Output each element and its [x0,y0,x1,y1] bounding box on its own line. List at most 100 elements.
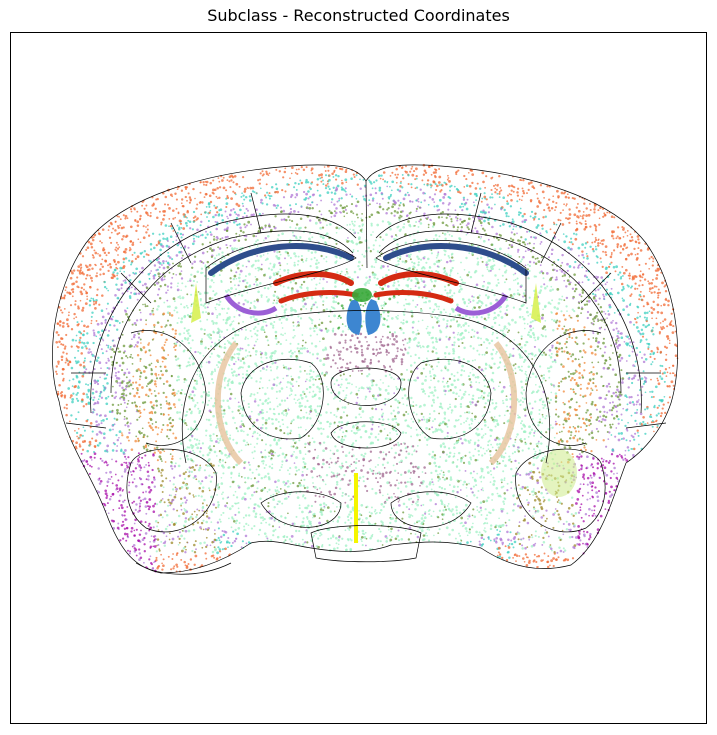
cell-point [544,353,548,356]
cell-point [543,404,547,407]
cell-point [357,370,360,372]
cell-point [63,308,66,310]
cell-point [155,559,158,562]
cell-point [499,187,502,189]
cell-point [370,469,374,473]
cell-point [357,260,361,264]
cell-point [449,476,453,479]
cell-point [180,503,183,506]
cell-point [542,308,544,311]
cell-point [395,421,398,424]
cell-point [145,253,148,256]
cell-point [171,276,174,279]
cell-point [305,411,308,414]
cell-point [214,213,217,217]
cell-point [171,227,174,230]
cell-point [336,449,339,452]
cell-point [85,460,89,463]
cell-point [427,257,430,261]
cell-point [244,460,247,464]
cell-point [469,403,472,406]
cell-point [68,379,71,382]
cell-point [295,380,298,383]
cell-point [140,432,143,434]
cell-point [189,279,192,283]
cell-point [383,180,387,183]
cell-point [450,235,453,238]
cell-point [483,280,485,283]
cell-point [108,236,112,239]
cell-point [171,258,174,261]
cell-point [86,463,89,466]
cell-point [161,498,164,500]
cell-point [184,520,187,523]
cell-point [381,220,385,223]
cell-point [459,437,462,440]
cell-point [428,386,431,389]
cell-point [452,350,456,353]
cell-point [274,334,278,338]
cell-point [289,432,292,435]
cell-point [66,322,69,326]
cell-point [467,440,470,442]
cell-point [374,466,377,468]
cell-point [597,209,600,212]
cell-point [511,318,514,322]
cell-point [595,275,597,278]
cell-point [356,396,359,399]
cell-point [489,481,492,483]
cell-point [190,293,193,296]
cell-point [605,473,609,477]
cell-point [540,374,543,377]
cell-point [236,352,239,355]
cell-point [100,262,103,266]
cell-point [561,430,563,433]
cell-point [485,175,488,178]
cell-point [212,433,215,436]
cell-point [105,496,108,500]
cell-point [281,502,284,505]
cell-point [423,285,426,289]
cell-point [558,536,561,539]
cell-point [405,450,408,453]
cell-point [263,532,267,535]
cell-point [520,346,523,349]
cell-point [336,546,339,550]
cell-point [668,323,672,326]
cell-point [57,333,60,337]
cell-point [105,361,108,365]
cell-point [558,431,561,434]
cell-point [256,432,259,435]
cell-point [288,492,292,496]
cell-point [484,294,488,297]
cell-point [113,367,117,370]
cell-point [237,409,240,412]
cell-point [109,478,112,481]
cell-point [620,275,623,278]
cell-point [464,454,467,457]
cell-point [143,550,146,553]
cell-point [348,513,351,516]
cell-point [149,540,151,543]
cell-point [516,497,519,500]
cell-point [191,549,194,553]
cell-point [200,363,202,366]
cell-point [230,197,233,200]
cell-point [534,450,537,453]
cell-point [660,326,662,328]
cell-point [317,420,320,422]
cell-point [261,423,264,426]
cell-point [644,377,648,380]
cell-point [581,374,584,377]
cell-point [599,287,602,289]
cell-point [133,394,136,398]
cell-point [318,282,321,285]
cell-point [485,499,489,503]
cell-point [537,497,540,501]
cell-point [214,188,217,192]
cell-point [178,537,181,541]
cell-point [232,277,236,281]
cell-point [426,492,429,496]
cell-point [329,320,332,323]
cell-point [345,205,348,208]
